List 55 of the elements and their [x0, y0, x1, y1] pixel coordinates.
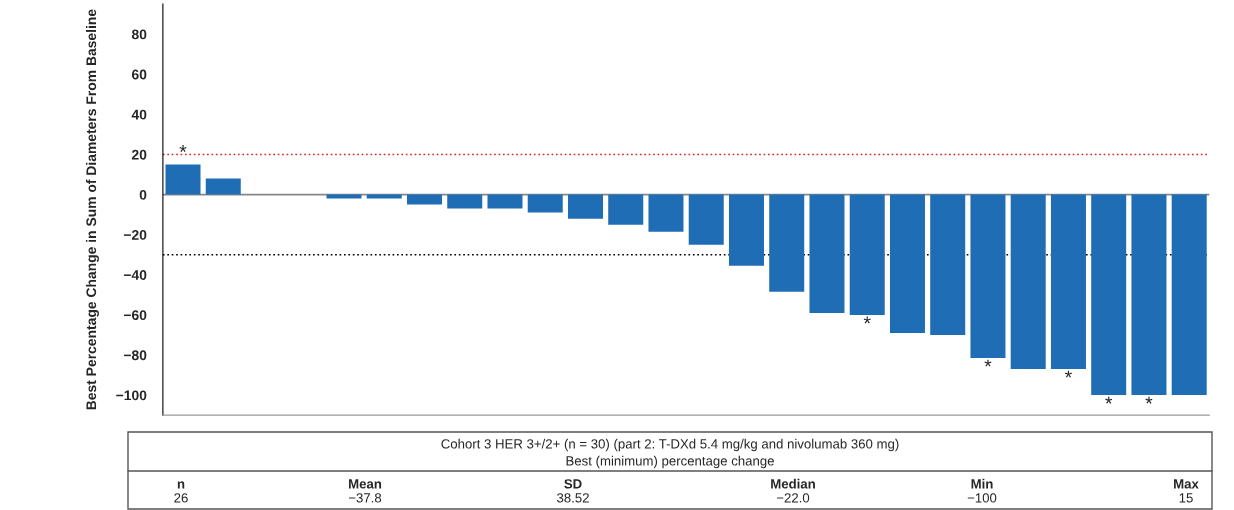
text: Mean [349, 479, 382, 489]
text: Median [771, 478, 815, 489]
text: Max [1174, 479, 1199, 489]
text: −100 [967, 493, 997, 503]
data-label: * [179, 145, 187, 152]
text: 38.52 [557, 493, 589, 503]
bar [970, 194, 1006, 358]
bar [567, 194, 603, 219]
y-tick-label: −20 [123, 230, 147, 240]
bar [447, 194, 483, 209]
bar [165, 164, 201, 195]
y-tick-label: −100 [116, 390, 147, 401]
bar [688, 194, 724, 245]
bar [527, 194, 563, 213]
bar [648, 194, 684, 232]
text: 26 [174, 493, 188, 503]
data-label: * [1105, 396, 1113, 404]
data-label: * [1145, 396, 1153, 404]
bar [406, 194, 442, 205]
y-tick-label: 20 [131, 149, 147, 160]
y-axis-title: Best Percentage Change in Sum of Diameters From Baseline [85, 9, 99, 410]
y-tick-label: 40 [131, 109, 147, 120]
bar [769, 194, 805, 292]
bar [487, 194, 523, 209]
bar [809, 194, 845, 313]
y-tick-label: 0 [139, 189, 147, 200]
bar [608, 194, 644, 225]
bar [1091, 194, 1127, 396]
bar [889, 194, 925, 333]
bar [1131, 194, 1167, 396]
text: −22.0 [776, 493, 810, 503]
text: Min [971, 478, 993, 489]
bar [366, 194, 402, 199]
data-label: * [984, 359, 992, 367]
data-label: * [1064, 370, 1072, 378]
data-label: * [863, 316, 871, 324]
text: 15 [1179, 493, 1193, 503]
text: Best (minimum) percentage change [566, 455, 774, 469]
bar [849, 194, 885, 315]
text: Cohort 3 HER 3+/2+ (n = 30) (part 2: T-DXd 5.4 mg/kg and nivolumab 360 mg) [441, 438, 899, 452]
bar [1010, 194, 1046, 370]
y-tick-label: 80 [131, 29, 147, 40]
text: −37.8 [348, 493, 382, 503]
y-tick-label: −60 [123, 310, 147, 321]
y-tick-label: −80 [123, 350, 147, 361]
text: SD [564, 479, 582, 489]
bar [728, 194, 764, 266]
bar [205, 178, 241, 195]
bar [930, 194, 966, 335]
text: n [177, 481, 185, 489]
bar [326, 194, 362, 199]
y-tick-label: −40 [123, 270, 147, 280]
bar [1050, 194, 1086, 370]
y-tick-label: 60 [131, 69, 147, 80]
bar [1171, 194, 1207, 396]
